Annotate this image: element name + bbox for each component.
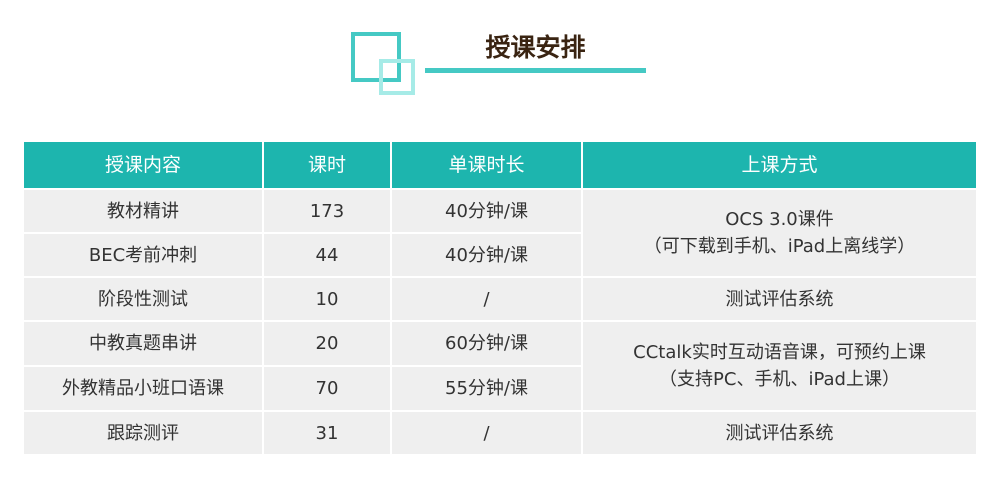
row-duration: 40分钟/课 [392,234,581,276]
row-hours: 10 [264,278,390,320]
method-cell: 测试评估系统 [583,412,976,454]
method-line: （可下载到手机、iPad上离线学） [643,236,916,257]
row-duration: / [392,412,581,454]
row-hours: 31 [264,412,390,454]
row-duration: 60分钟/课 [392,322,581,365]
row-hours: 70 [264,367,390,410]
row-duration: 40分钟/课 [392,190,581,232]
header-hours: 课时 [264,142,390,188]
row-content: 中教真题串讲 [24,322,262,365]
row-content: BEC考前冲刺 [24,234,262,276]
page-title: 授课安排 [485,33,586,62]
method-cell: 测试评估系统 [583,278,976,320]
method-line: （支持PC、手机、iPad上课） [659,369,900,390]
row-content: 教材精讲 [24,190,262,232]
decorative-square-icon [351,32,401,82]
row-content: 阶段性测试 [24,278,262,320]
row-content: 跟踪测评 [24,412,262,454]
row-duration: / [392,278,581,320]
row-hours: 44 [264,234,390,276]
decorative-square-icon [379,59,415,95]
method-line: OCS 3.0课件 [725,209,834,230]
method-cell: OCS 3.0课件 （可下载到手机、iPad上离线学） [583,190,976,276]
row-hours: 173 [264,190,390,232]
header-content: 授课内容 [24,142,262,188]
method-cell: CCtalk实时互动语音课，可预约上课 （支持PC、手机、iPad上课） [583,322,976,410]
row-content: 外教精品小班口语课 [24,367,262,410]
row-hours: 20 [264,322,390,365]
header-duration: 单课时长 [392,142,581,188]
method-line: CCtalk实时互动语音课，可预约上课 [633,342,926,363]
schedule-table: 授课内容 课时 单课时长 上课方式 教材精讲 173 40分钟/课 BEC考前冲… [24,142,976,454]
header-method: 上课方式 [583,142,976,188]
title-underline [425,68,646,73]
row-duration: 55分钟/课 [392,367,581,410]
